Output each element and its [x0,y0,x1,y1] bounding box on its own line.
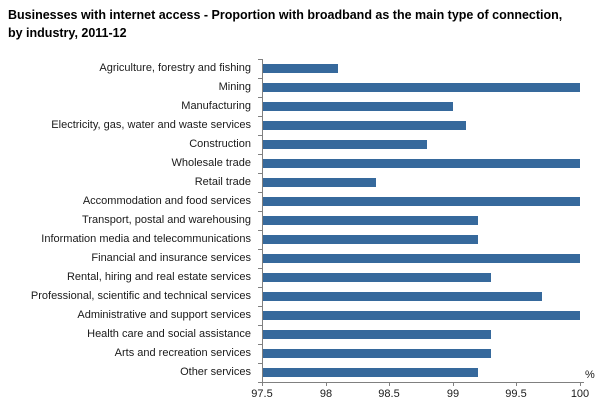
category-label: Electricity, gas, water and waste servic… [51,119,251,131]
category-label: Administrative and support services [77,309,251,321]
bar-row: Other services [0,363,607,382]
y-axis-tick [258,325,262,326]
y-axis-tick [258,230,262,231]
y-axis-tick [258,173,262,174]
category-label: Manufacturing [181,100,251,112]
y-axis-tick [258,97,262,98]
bar [262,159,580,168]
bar [262,140,427,149]
x-axis-unit-label: % [585,369,595,381]
bar [262,216,478,225]
bar-row: Wholesale trade [0,154,607,173]
x-axis-line [262,382,584,383]
chart-title-line2: by industry, 2011-12 [8,26,127,40]
category-label: Rental, hiring and real estate services [66,271,251,283]
category-label: Arts and recreation services [114,347,251,359]
bar [262,197,580,206]
x-axis-tick [389,382,390,386]
bar-row: Electricity, gas, water and waste servic… [0,116,607,135]
bar [262,178,376,187]
bar [262,368,478,377]
bar-row: Mining [0,78,607,97]
y-axis-tick [258,287,262,288]
bar [262,102,453,111]
bar-row: Health care and social assistance [0,325,607,344]
category-label: Financial and insurance services [91,252,251,264]
x-axis-tick-label: 97.5 [251,388,273,400]
y-axis-tick [258,116,262,117]
bar [262,235,478,244]
y-axis-tick [258,268,262,269]
x-axis-tick-label: 99.5 [505,388,527,400]
x-axis-tick-label: 99 [446,388,460,400]
y-axis-line [262,59,263,382]
bar-row: Administrative and support services [0,306,607,325]
category-label: Other services [180,366,251,378]
y-axis-tick [258,249,262,250]
bar-row: Agriculture, forestry and fishing [0,59,607,78]
bar [262,121,466,130]
bar [262,83,580,92]
category-label: Retail trade [194,176,251,188]
bar-row: Manufacturing [0,97,607,116]
category-label: Construction [189,138,251,150]
x-axis-tick-label: 98.5 [378,388,400,400]
y-axis-tick [258,135,262,136]
x-axis-tick [516,382,517,386]
y-axis-tick [258,382,262,383]
bar [262,349,491,358]
bar [262,64,338,73]
bar-row: Professional, scientific and technical s… [0,287,607,306]
bar-row: Transport, postal and warehousing [0,211,607,230]
category-label: Transport, postal and warehousing [82,214,251,226]
category-label: Wholesale trade [171,157,252,169]
y-axis-tick [258,363,262,364]
bar-row: Construction [0,135,607,154]
category-label: Health care and social assistance [87,328,251,340]
y-axis-tick [258,59,262,60]
y-axis-tick [258,306,262,307]
x-axis-tick [580,382,581,386]
bar [262,292,542,301]
y-axis-tick [258,344,262,345]
bar [262,311,580,320]
bar [262,330,491,339]
chart-title-line1: Businesses with internet access - Propor… [8,8,563,22]
y-axis-tick [258,192,262,193]
category-label: Accommodation and food services [82,195,251,207]
x-axis-tick-label: 98 [319,388,333,400]
bar-row: Accommodation and food services [0,192,607,211]
y-axis-tick [258,78,262,79]
category-label: Agriculture, forestry and fishing [99,62,251,74]
bar-row: Financial and insurance services [0,249,607,268]
y-axis-tick [258,154,262,155]
x-axis-tick [453,382,454,386]
bar [262,273,491,282]
bar-row: Rental, hiring and real estate services [0,268,607,287]
chart-title: Businesses with internet access - Propor… [8,6,562,42]
category-label: Information media and telecommunications [41,233,251,245]
bar [262,254,580,263]
bar-row: Information media and telecommunications [0,230,607,249]
x-axis-tick [262,382,263,386]
category-label: Professional, scientific and technical s… [30,290,251,302]
bar-row: Arts and recreation services [0,344,607,363]
category-label: Mining [218,81,251,93]
bar-row: Retail trade [0,173,607,192]
x-axis-tick-label: 100 [570,388,590,400]
x-axis-tick [326,382,327,386]
y-axis-tick [258,211,262,212]
